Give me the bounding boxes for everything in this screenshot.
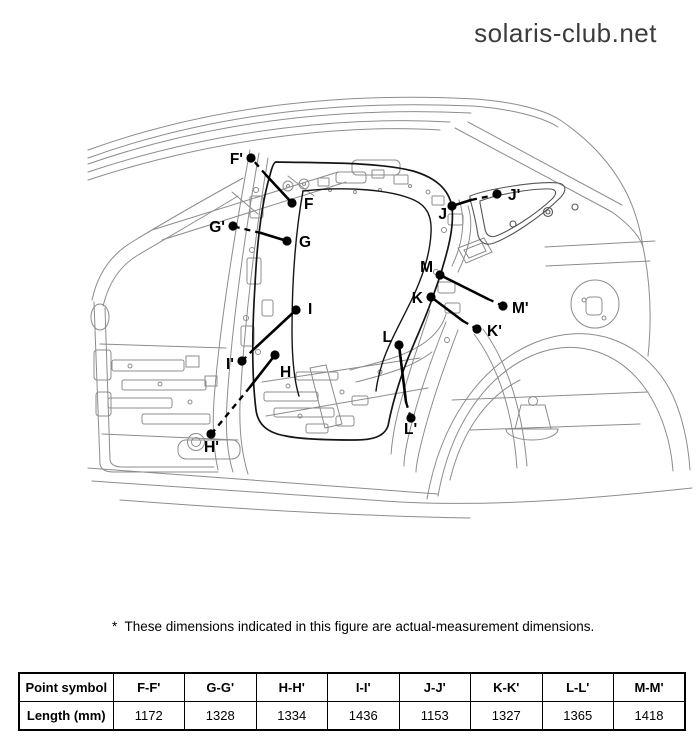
measurement-line [397, 343, 408, 404]
measurement-point-dot [270, 350, 280, 360]
pair-header-cell: I-I' [327, 672, 400, 702]
measurement-overlay: F' F G' G I I' H H' J J' MK M' K' L L' [204, 151, 529, 456]
measurement-point-label: F [304, 196, 313, 213]
measurement-point-dot [282, 236, 292, 246]
measurement-point-label: H [280, 364, 291, 381]
pair-header-cell: J-J' [398, 672, 471, 702]
measurement-point-dot [472, 324, 482, 334]
length-value-cell: 1172 [112, 701, 185, 731]
measurement-line [438, 273, 490, 301]
length-header: Length (mm) [18, 701, 114, 731]
measurement-point-dot [435, 270, 445, 280]
measurement-line-dashed [404, 401, 412, 416]
measurement-line-dashed [470, 193, 496, 202]
pair-header-cell: F-F' [112, 672, 185, 702]
pair-header-cell: K-K' [470, 672, 543, 702]
length-value-cell: 1436 [327, 701, 400, 731]
measurement-line [264, 173, 294, 205]
measurement-line-dashed [243, 348, 255, 360]
measurement-line [429, 295, 465, 323]
measurement-point-label: I [308, 301, 312, 318]
measurement-line-dashed [487, 297, 502, 307]
watermark-text: solaris-club.net [474, 18, 657, 48]
length-value-cell: 1334 [255, 701, 328, 731]
length-value-cell: 1327 [470, 701, 543, 731]
measurement-line [252, 308, 298, 351]
pair-header-cell: M-M' [613, 672, 686, 702]
point-symbol-header: Point symbol [18, 672, 114, 702]
length-value-cell: 1153 [398, 701, 471, 731]
pair-header-cell: G-G' [184, 672, 257, 702]
measurement-point-label: L [383, 329, 392, 346]
measurement-point-dot [228, 221, 238, 231]
measurement-point-dot [246, 153, 256, 163]
measurement-line-dashed [235, 225, 262, 235]
measurement-point-label: G [299, 234, 311, 251]
table-header-row: Point symbol F-F' G-G' H-H' I-I' J-J' K-K' L-L… [18, 672, 686, 702]
measurement-line [248, 353, 277, 389]
length-value-cell: 1365 [541, 701, 614, 731]
length-value-cell: 1418 [613, 701, 686, 731]
measurement-point-label: F' [230, 151, 243, 168]
measurement-point-dot [406, 413, 416, 423]
measurement-point-label: K [412, 290, 424, 307]
dimensions-table: Point symbol F-F' G-G' H-H' I-I' J-J' K-K' L-L… [18, 672, 686, 731]
measurement-line-dashed [252, 159, 267, 176]
car-body-sketch [87, 96, 693, 519]
pair-header-cell: L-L' [541, 672, 614, 702]
length-value-cell: 1328 [184, 701, 257, 731]
measurement-point-label: J' [508, 187, 520, 204]
measurement-point-label: G' [209, 219, 225, 236]
pair-header-cell: H-H' [255, 672, 328, 702]
measurement-point-dot [426, 292, 436, 302]
measurement-line-dashed [212, 386, 251, 433]
measurement-point-dot [394, 340, 404, 350]
measurement-point-dot [287, 198, 297, 208]
measurement-point-label: M' [512, 300, 529, 317]
measurement-point-label: L' [404, 421, 417, 438]
measurement-point-label: H' [204, 439, 219, 456]
measurement-point-label: M [420, 259, 433, 276]
measurement-point-label: K' [487, 323, 502, 340]
measurement-point-label: I' [226, 356, 234, 373]
measurement-point-dot [447, 201, 457, 211]
body-dimensions-diagram: F' F G' G I I' H H' J J' MK M' K' L L' [87, 96, 693, 519]
measurement-point-dot [492, 189, 502, 199]
measurement-point-dot [291, 305, 301, 315]
measurement-point-dot [206, 429, 216, 439]
quarter-window-sketch [469, 182, 579, 245]
figure-note: * These dimensions indicated in this fig… [112, 619, 595, 634]
measurement-point-dot [498, 301, 508, 311]
table-values-row: Length (mm) 1172 1328 1334 1436 1153 1327 1365… [18, 701, 686, 731]
measurement-point-dot [237, 356, 247, 366]
measurement-point-label: J [438, 206, 447, 223]
